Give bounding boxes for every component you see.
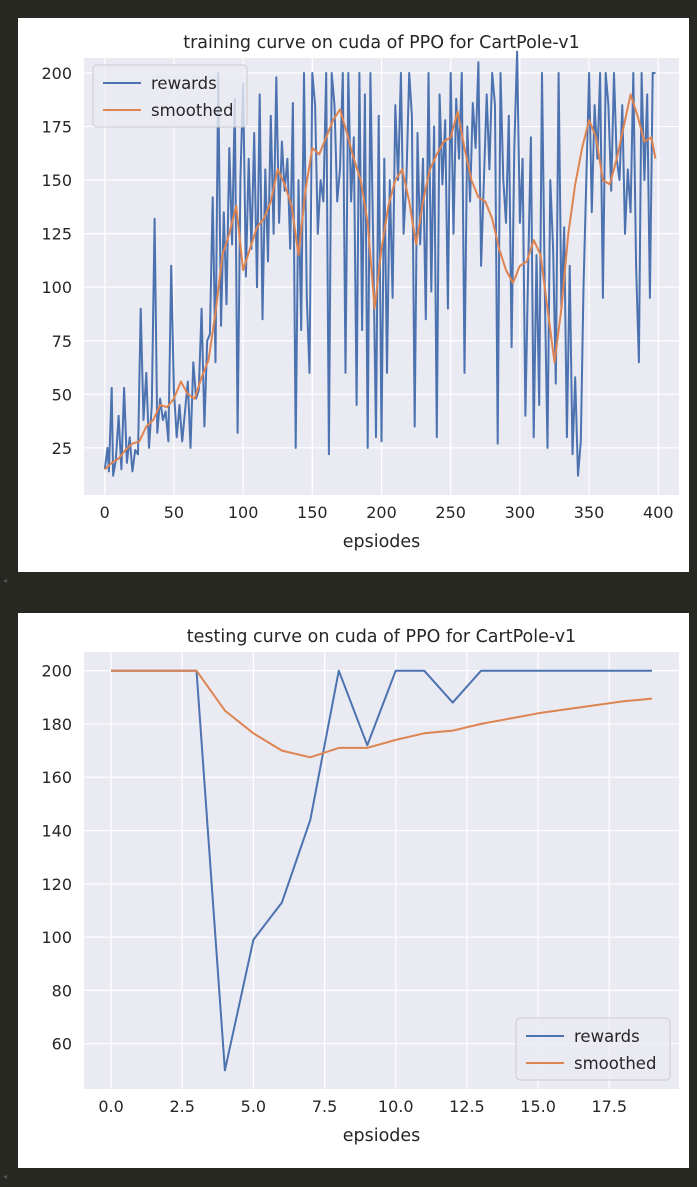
x-tick-label: 10.0 (378, 1097, 414, 1116)
x-tick-label: 200 (366, 503, 397, 522)
x-axis-label: epsiodes (343, 1126, 421, 1146)
x-tick-label: 50 (164, 503, 184, 522)
left-triangle-icon[interactable]: ◂ (3, 1172, 8, 1181)
y-tick-label: 60 (52, 1035, 72, 1054)
x-tick-label: 350 (574, 503, 605, 522)
y-tick-label: 200 (41, 64, 72, 83)
x-tick-label: 0 (100, 503, 110, 522)
left-triangle-icon[interactable]: ◂ (3, 576, 8, 585)
x-tick-label: 400 (643, 503, 674, 522)
legend-label-smoothed: smoothed (574, 1054, 656, 1073)
x-tick-label: 12.5 (449, 1097, 485, 1116)
x-tick-label: 7.5 (312, 1097, 337, 1116)
testing-chart-panel: 0.0 2.5 5.0 7.5 10.0 12.5 15.0 17.5 60 80 100 120 14… (18, 613, 689, 1168)
x-axis-label: epsiodes (343, 532, 421, 552)
y-tick-label: 125 (41, 225, 72, 244)
series-line-rewards (111, 669, 652, 1072)
plot-area (84, 652, 679, 1089)
y-tick-label: 75 (52, 332, 72, 351)
y-tick-label: 50 (52, 385, 72, 404)
y-tick-label: 175 (41, 118, 72, 137)
x-tick-label: 15.0 (520, 1097, 556, 1116)
series-line-rewards (103, 50, 656, 477)
x-tick-label: 300 (505, 503, 536, 522)
y-tick-label: 160 (41, 768, 72, 787)
y-tick-label: 25 (52, 439, 72, 458)
series-line-smoothed (111, 669, 653, 759)
legend: rewards smoothed (515, 1017, 671, 1081)
y-tick-label: 120 (41, 875, 72, 894)
x-tick-label: 0.0 (98, 1097, 123, 1116)
x-tick-label: 250 (435, 503, 466, 522)
legend: rewards smoothed (92, 64, 248, 128)
legend-label-smoothed: smoothed (151, 101, 233, 120)
training-chart-panel: 0 50 100 150 200 250 300 350 400 25 50 75 100 125 150 1… (18, 18, 689, 572)
y-tick-label: 180 (41, 715, 72, 734)
y-tick-label: 100 (41, 928, 72, 947)
series-line-smoothed (104, 93, 657, 471)
training-curve-chart: 0 50 100 150 200 250 300 350 400 25 50 75 100 125 150 1… (41, 33, 679, 552)
x-tick-label: 150 (297, 503, 328, 522)
x-tick-label: 2.5 (169, 1097, 194, 1116)
chart-title: testing curve on cuda of PPO for CartPol… (187, 627, 576, 647)
legend-label-rewards: rewards (151, 74, 217, 93)
y-tick-label: 140 (41, 822, 72, 841)
x-tick-label: 17.5 (591, 1097, 627, 1116)
legend-box (92, 64, 248, 128)
y-tick-label: 150 (41, 171, 72, 190)
legend-box (515, 1017, 671, 1081)
x-tick-label: 100 (228, 503, 259, 522)
testing-curve-chart: 0.0 2.5 5.0 7.5 10.0 12.5 15.0 17.5 60 80 100 120 14… (41, 627, 679, 1146)
y-tick-label: 100 (41, 278, 72, 297)
y-tick-label: 80 (52, 981, 72, 1000)
legend-label-rewards: rewards (574, 1027, 640, 1046)
x-tick-label: 5.0 (241, 1097, 266, 1116)
y-tick-label: 200 (41, 662, 72, 681)
chart-title: training curve on cuda of PPO for CartPo… (183, 33, 580, 53)
